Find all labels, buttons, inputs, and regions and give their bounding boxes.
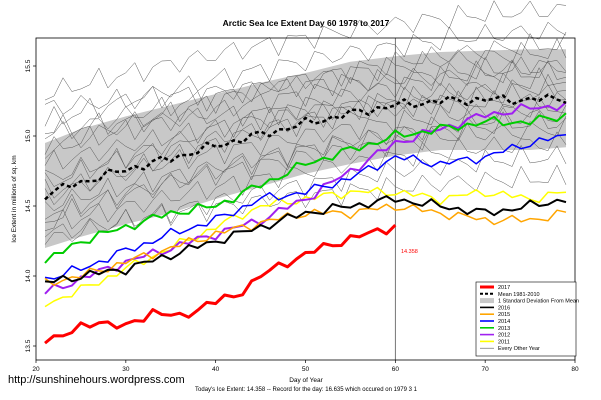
x-tick-label: 30 [122, 366, 130, 373]
series-2017 [44, 224, 397, 345]
footer-text: Today's Ice Extent: 14.358 -- Record for… [195, 387, 418, 393]
std-dev-band [45, 49, 566, 249]
series-2015 [44, 203, 567, 287]
legend-label-2017: 2017 [498, 285, 510, 291]
y-tick-label: 15.5 [25, 59, 32, 72]
x-axis-label: Day of Year [289, 377, 323, 384]
year-line-13 [44, 67, 567, 206]
plot-area [44, 0, 567, 360]
axes: 20 30 40 50 60 70 80 13.5 14.0 14.5 15.0 15.5 [25, 59, 579, 373]
year-line-0 [44, 0, 567, 101]
y-tick-label: 13.5 [25, 339, 32, 352]
chart-title: Arctic Sea Ice Extent Day 60 1978 to 201… [223, 18, 390, 28]
series-2013 [44, 112, 567, 264]
series-2016 [44, 195, 567, 284]
legend-label-2016: 2016 [498, 305, 510, 311]
legend-label-1-standard-deviation-from-mean: 1 Standard Deviation From Mean [498, 299, 579, 305]
year-line-16 [44, 89, 567, 135]
watermark: http://sunshinehours.wordpress.com [8, 374, 185, 386]
year-line-10 [44, 21, 567, 127]
legend-label-2012: 2012 [498, 333, 510, 339]
legend-label-mean-1981-2010: Mean 1981-2010 [498, 292, 540, 298]
year-line-8 [44, 131, 567, 231]
y-tick-label: 14.0 [25, 269, 32, 282]
year-line-5 [44, 96, 567, 199]
x-tick-label: 70 [482, 366, 490, 373]
series-mean-1981-2010 [44, 93, 567, 201]
y-tick-label: 15.0 [25, 129, 32, 142]
legend-label-2014: 2014 [498, 319, 510, 325]
year-line-7 [44, 116, 567, 220]
y-tick-label: 14.5 [25, 199, 32, 212]
y-axis-label: Ice Extent in millions of sq. km [11, 155, 18, 242]
series-2011 [44, 186, 567, 308]
legend-label-2011: 2011 [498, 339, 510, 345]
x-tick-label: 50 [302, 366, 310, 373]
year-line-1 [44, 38, 567, 140]
x-tick-label: 60 [392, 366, 400, 373]
year-line-17 [44, 164, 567, 239]
legend-swatch-1-standard-deviation-from-mean [480, 298, 494, 304]
today-value-label: 14.358 [401, 249, 418, 255]
legend-label-2015: 2015 [498, 312, 510, 318]
legend-label-every-other-year: Every Other Year [498, 346, 540, 352]
x-tick-label: 40 [212, 366, 220, 373]
year-line-12 [44, 59, 567, 187]
x-tick-label: 20 [32, 366, 40, 373]
x-tick-label: 80 [571, 366, 579, 373]
year-line-11 [44, 59, 567, 115]
year-line-2 [44, 56, 567, 155]
series-2014 [44, 133, 567, 280]
legend-label-2013: 2013 [498, 326, 510, 332]
year-line-4 [44, 82, 567, 180]
